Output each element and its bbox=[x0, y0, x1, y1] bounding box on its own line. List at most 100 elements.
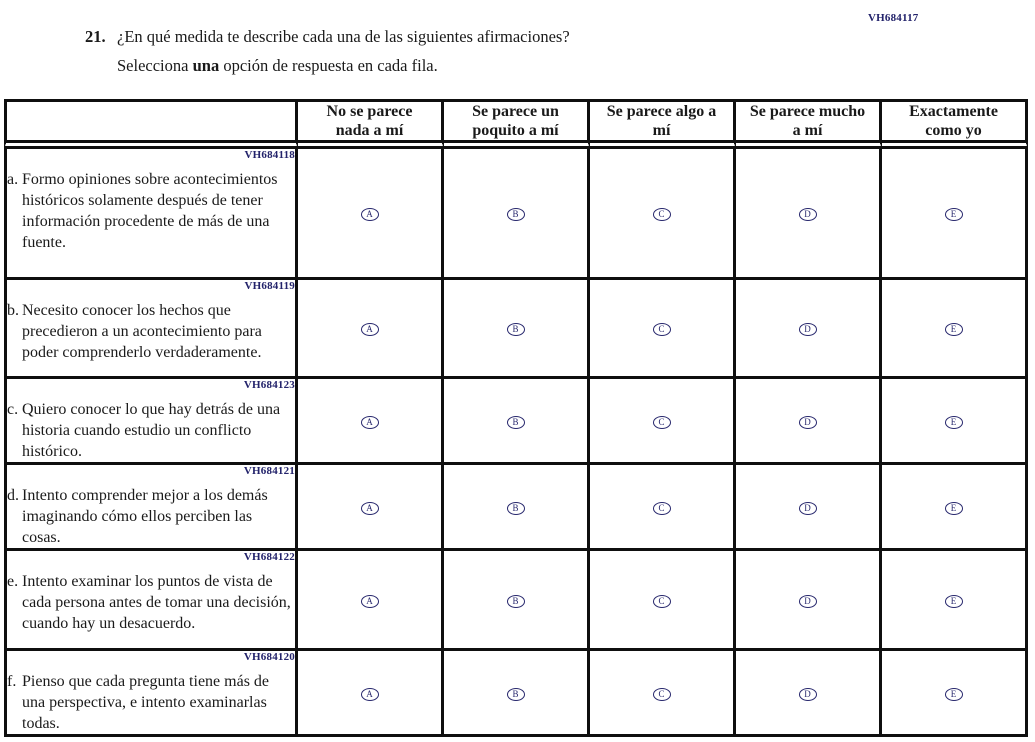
row-letter-label: e. bbox=[7, 573, 19, 590]
statement-cell-f: VH684120 f. Pienso que cada pregunta tien… bbox=[4, 651, 298, 737]
question-accession-code: VH684117 bbox=[868, 12, 919, 24]
option-e-bubble-C[interactable]: C bbox=[652, 594, 671, 608]
option-b-bubble-D[interactable]: D bbox=[798, 323, 817, 336]
option-cell-c-D: D bbox=[736, 379, 882, 465]
option-a-bubble-E[interactable]: E bbox=[944, 208, 963, 221]
option-e-bubble-D[interactable]: D bbox=[798, 594, 817, 608]
option-d-bubble-B[interactable]: B bbox=[506, 501, 525, 515]
header-line: poquito a mí bbox=[472, 122, 559, 139]
option-cell-c-B: B bbox=[444, 379, 590, 465]
option-cell-f-E: E bbox=[882, 651, 1028, 737]
row-letter-label: a. bbox=[7, 171, 19, 188]
row-accession-code: VH684120 bbox=[243, 651, 295, 663]
option-cell-e-B: B bbox=[444, 551, 590, 651]
header-line: mí bbox=[652, 122, 671, 139]
option-cell-a-C: C bbox=[590, 149, 736, 280]
row-accession-code: VH684121 bbox=[243, 465, 295, 477]
question-text: ¿En qué medida te describe cada una de l… bbox=[117, 27, 570, 46]
row-accession-code: VH684122 bbox=[243, 551, 295, 563]
option-cell-f-A: A bbox=[298, 651, 444, 737]
statement-cell-a: VH684118 a. Formo opiniones sobre acontec… bbox=[4, 149, 298, 280]
option-cell-a-A: A bbox=[298, 149, 444, 280]
row-accession-code: VH684123 bbox=[243, 379, 295, 391]
option-b-bubble-A[interactable]: A bbox=[360, 323, 379, 336]
option-f-bubble-A[interactable]: A bbox=[360, 687, 379, 701]
option-d-bubble-D[interactable]: D bbox=[798, 501, 817, 515]
option-c-bubble-D[interactable]: D bbox=[798, 415, 817, 429]
option-cell-d-C: C bbox=[590, 465, 736, 551]
header-line: Se parece un bbox=[472, 103, 559, 120]
option-cell-a-D: D bbox=[736, 149, 882, 280]
table-row-c: VH684123 c. Quiero conocer lo que hay det… bbox=[4, 379, 1028, 465]
instruction-emphasis: una bbox=[192, 56, 220, 75]
option-d-bubble-A[interactable]: A bbox=[360, 501, 379, 515]
option-c-bubble-B[interactable]: B bbox=[506, 415, 525, 429]
option-cell-e-A: A bbox=[298, 551, 444, 651]
question-text-block: ¿En qué medida te describe cada una de l… bbox=[117, 27, 570, 76]
statement-cell-b: VH684119 b. Necesito conocer los hechos q… bbox=[4, 280, 298, 379]
option-cell-f-C: C bbox=[590, 651, 736, 737]
option-d-bubble-C[interactable]: C bbox=[652, 501, 671, 515]
statement-text: Formo opiniones sobre acontecimientos hi… bbox=[22, 171, 278, 251]
header-row: No se parece nada a mí Se parece un poquit… bbox=[4, 99, 1028, 149]
option-cell-f-B: B bbox=[444, 651, 590, 737]
option-cell-d-A: A bbox=[298, 465, 444, 551]
header-line: Se parece algo a bbox=[606, 103, 717, 120]
row-letter-label: b. bbox=[7, 302, 19, 319]
table-row-d: VH684121 d. Intento comprender mejor a lo… bbox=[4, 465, 1028, 551]
option-f-bubble-E[interactable]: E bbox=[944, 687, 963, 701]
option-b-bubble-B[interactable]: B bbox=[506, 323, 525, 336]
option-e-bubble-B[interactable]: B bbox=[506, 594, 525, 608]
option-cell-a-B: B bbox=[444, 149, 590, 280]
option-f-bubble-D[interactable]: D bbox=[798, 687, 817, 701]
header-line: a mí bbox=[792, 122, 823, 139]
option-cell-a-E: E bbox=[882, 149, 1028, 280]
option-a-bubble-C[interactable]: C bbox=[652, 208, 671, 221]
header-line: como yo bbox=[925, 122, 982, 139]
row-accession-code: VH684118 bbox=[244, 149, 295, 161]
column-header-exactamente-como-yo: Exactamente como yo bbox=[882, 99, 1028, 149]
statement-text: Necesito conocer los hechos que precedie… bbox=[22, 302, 262, 361]
option-f-bubble-C[interactable]: C bbox=[652, 687, 671, 701]
table-row-a: VH684118 a. Formo opiniones sobre acontec… bbox=[4, 149, 1028, 280]
table-row-f: VH684120 f. Pienso que cada pregunta tien… bbox=[4, 651, 1028, 737]
option-c-bubble-E[interactable]: E bbox=[944, 415, 963, 429]
statement-text: Pienso que cada pregunta tiene más de un… bbox=[22, 673, 270, 732]
statement-text: Intento examinar los puntos de vista de … bbox=[22, 573, 291, 632]
option-cell-b-B: B bbox=[444, 280, 590, 379]
statement-cell-c: VH684123 c. Quiero conocer lo que hay det… bbox=[4, 379, 298, 465]
statement-column-header bbox=[4, 99, 298, 149]
option-cell-d-B: B bbox=[444, 465, 590, 551]
row-accession-code: VH684119 bbox=[244, 280, 295, 292]
option-b-bubble-E[interactable]: E bbox=[944, 323, 963, 336]
option-a-bubble-D[interactable]: D bbox=[798, 208, 817, 221]
row-letter-label: f. bbox=[7, 673, 17, 690]
column-header-se-parece-un-poquito: Se parece un poquito a mí bbox=[444, 99, 590, 149]
option-cell-e-D: D bbox=[736, 551, 882, 651]
option-e-bubble-A[interactable]: A bbox=[360, 594, 379, 608]
option-c-bubble-A[interactable]: A bbox=[360, 415, 379, 429]
option-a-bubble-B[interactable]: B bbox=[506, 208, 525, 221]
statement-text: Quiero conocer lo que hay detrás de una … bbox=[22, 401, 281, 460]
option-cell-c-E: E bbox=[882, 379, 1028, 465]
question-instruction: Selecciona una opción de respuesta en ca… bbox=[117, 56, 570, 76]
option-c-bubble-C[interactable]: C bbox=[652, 415, 671, 429]
option-f-bubble-B[interactable]: B bbox=[506, 687, 525, 701]
option-cell-e-C: C bbox=[590, 551, 736, 651]
statement-cell-d: VH684121 d. Intento comprender mejor a lo… bbox=[4, 465, 298, 551]
header-line: Exactamente bbox=[909, 103, 998, 120]
option-cell-c-C: C bbox=[590, 379, 736, 465]
option-a-bubble-A[interactable]: A bbox=[360, 208, 379, 221]
option-cell-e-E: E bbox=[882, 551, 1028, 651]
table-row-e: VH684122 e. Intento examinar los puntos d… bbox=[4, 551, 1028, 651]
option-b-bubble-C[interactable]: C bbox=[652, 323, 671, 336]
header-line: Se parece mucho bbox=[749, 103, 866, 120]
option-cell-b-E: E bbox=[882, 280, 1028, 379]
instruction-prefix: Selecciona bbox=[117, 56, 193, 75]
option-cell-c-A: A bbox=[298, 379, 444, 465]
option-e-bubble-E[interactable]: E bbox=[944, 594, 963, 608]
instruction-suffix: opción de respuesta en cada fila. bbox=[219, 56, 438, 75]
column-header-se-parece-algo: Se parece algo a mí bbox=[590, 99, 736, 149]
option-d-bubble-E[interactable]: E bbox=[944, 501, 963, 515]
